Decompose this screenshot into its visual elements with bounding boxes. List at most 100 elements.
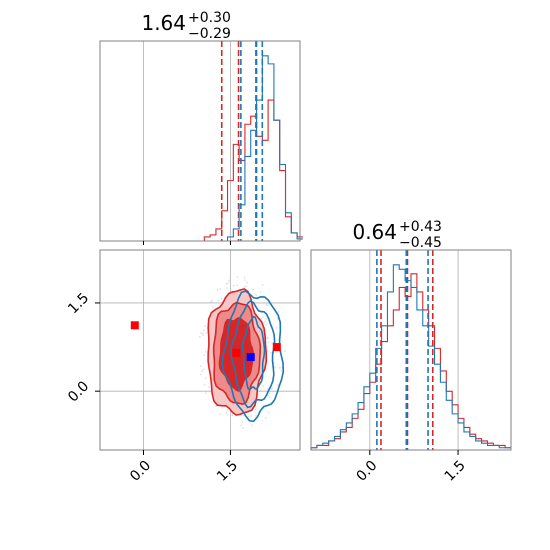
scatter-point [271,301,273,304]
scatter-point [205,331,208,334]
histogram-blue [310,264,511,450]
scatter-point [227,282,229,285]
scatter-point [242,426,244,429]
scatter-point [225,411,228,414]
scatter-point [226,413,229,416]
panel-title-value: 0.64 [352,220,397,244]
blue-contour-level [241,315,266,391]
scatter-point [267,341,270,344]
scatter-point [261,419,264,422]
scatter-point [243,286,246,288]
histogram-panel-1: 1.64 +0.30−0.29 [99,10,303,245]
x-tick-label: 1.5 [214,458,241,485]
scatter-point [202,332,204,335]
scatter-point [229,277,231,280]
scatter-point [241,420,244,423]
scatter-point [266,321,269,324]
scatter-point [278,366,281,369]
scatter-point [232,284,235,287]
scatter-point [204,351,207,353]
panel-title-plus: +0.43 [399,219,442,235]
scatter-point [211,300,213,302]
scatter-point [243,276,246,279]
panel-title-value: 1.64 [141,11,186,35]
scatter-point [270,352,273,354]
scatter-point [198,336,201,338]
scatter-point [267,411,270,414]
x-tick-label: 0.0 [127,458,154,485]
scatter-point [283,350,286,353]
scatter-point [264,320,267,323]
scatter-point [264,417,267,419]
scatter-point [271,388,273,390]
scatter-point [216,288,219,291]
scatter-point [204,377,207,380]
scatter-point [215,405,217,408]
marker-square [232,348,241,357]
scatter-point [268,392,271,395]
scatter-point [255,294,258,297]
scatter-point [240,424,243,427]
panel-title-minus: −0.45 [399,235,442,251]
scatter-point [226,408,229,411]
scatter-point [244,279,246,281]
scatter-point [236,284,239,287]
x-tick-label: 0.0 [353,458,380,485]
scatter-point [267,394,270,397]
scatter-point [263,322,266,324]
scatter-point [275,327,278,329]
blue-contour-level [221,290,285,423]
scatter-point [236,276,239,279]
scatter-point [220,298,223,300]
scatter-point [219,413,222,416]
scatter-point [267,349,269,352]
scatter-point [203,354,206,356]
scatter-point [250,424,253,427]
scatter-point [271,342,273,344]
scatter-point [267,337,270,340]
scatter-point [262,384,264,387]
scatter-point [259,291,262,294]
axes-frame [99,40,301,242]
y-tick-label: 1.5 [65,290,92,317]
scatter-point [212,305,215,308]
scatter-point [219,288,222,290]
scatter-point [208,385,210,388]
scatter-point [273,366,276,369]
scatter-point [277,310,280,313]
scatter-point [277,384,279,386]
x-tick-label: 1.5 [442,458,469,485]
scatter-point [202,334,204,337]
scatter-point [280,369,283,372]
histogram-blue [100,55,303,242]
scatter-point [199,332,202,335]
scatter-point [201,370,203,373]
scatter-point [199,373,202,376]
histogram-red [100,99,303,242]
scatter-point [202,329,205,332]
scatter-point [203,383,206,386]
scatter-point [202,368,205,371]
scatter-point [254,414,257,417]
scatter-point [246,281,248,284]
scatter-point [226,287,228,289]
scatter-point [228,279,231,282]
scatter-point [259,389,262,391]
histogram-red [310,273,511,450]
y-tick-label: 0.0 [65,378,92,405]
scatter-point [204,392,207,395]
histogram-panel-2: 0.64 +0.43−0.45 0.0 1.5 [310,219,512,485]
marker-square [130,321,139,330]
axes-frame [310,249,512,451]
scatter-point [265,323,268,326]
panel-title-minus: −0.29 [188,26,231,42]
scatter-point [265,317,267,320]
panel-title-plus: +0.30 [188,10,231,26]
scatter-point [252,288,255,291]
scatter-point [254,408,257,410]
scatter-point [231,414,234,417]
marker-square [246,353,255,362]
scatter-point [250,415,253,418]
scatter-point [261,284,264,287]
